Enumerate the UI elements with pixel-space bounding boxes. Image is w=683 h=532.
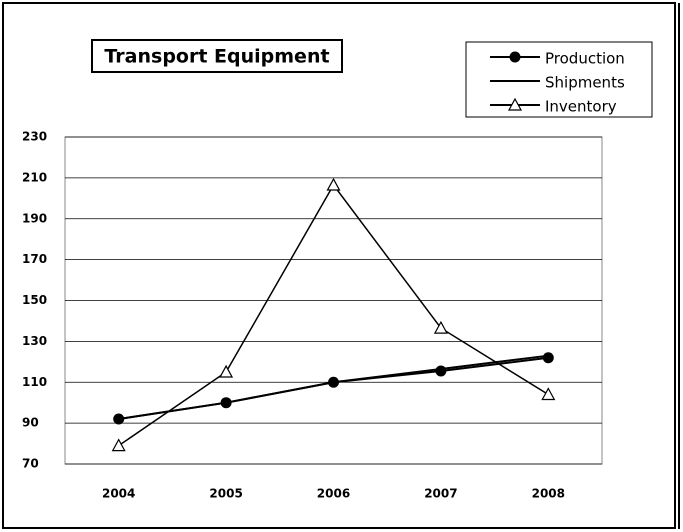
- y-tick-label: 230: [22, 130, 47, 144]
- marker-triangle: [507, 97, 523, 111]
- marker-circle: [509, 51, 521, 63]
- marker-circle: [328, 376, 339, 388]
- legend-label: Inventory: [545, 98, 617, 116]
- y-tick-label: 130: [22, 334, 47, 348]
- marker-triangle: [433, 320, 448, 334]
- y-tick-label: 170: [22, 252, 47, 266]
- y-tick-label: 150: [22, 293, 47, 307]
- legend-box: [465, 41, 653, 118]
- marker-circle: [542, 352, 554, 364]
- marker-triangle: [219, 364, 234, 378]
- legend-label: Production: [545, 50, 625, 68]
- chart-title: Transport Equipment: [104, 46, 329, 68]
- y-tick-label: 110: [22, 375, 47, 389]
- x-tick-label: 2007: [424, 487, 457, 501]
- marker-triangle: [111, 438, 126, 452]
- y-tick-label: 210: [22, 170, 47, 184]
- legend-label: Shipments: [545, 74, 625, 92]
- marker-triangle: [541, 387, 556, 401]
- marker-circle: [113, 413, 125, 425]
- x-tick-label: 2006: [317, 487, 350, 501]
- title-box: [91, 39, 343, 73]
- y-tick-label: 70: [22, 457, 39, 471]
- x-tick-label: 2008: [532, 487, 565, 501]
- x-tick-label: 2004: [102, 487, 135, 501]
- marker-triangle: [326, 177, 341, 191]
- y-tick-label: 90: [22, 416, 39, 430]
- marker-circle: [220, 397, 232, 409]
- x-tick-label: 2005: [209, 487, 242, 501]
- marker-circle: [435, 365, 447, 377]
- y-tick-label: 190: [22, 211, 47, 225]
